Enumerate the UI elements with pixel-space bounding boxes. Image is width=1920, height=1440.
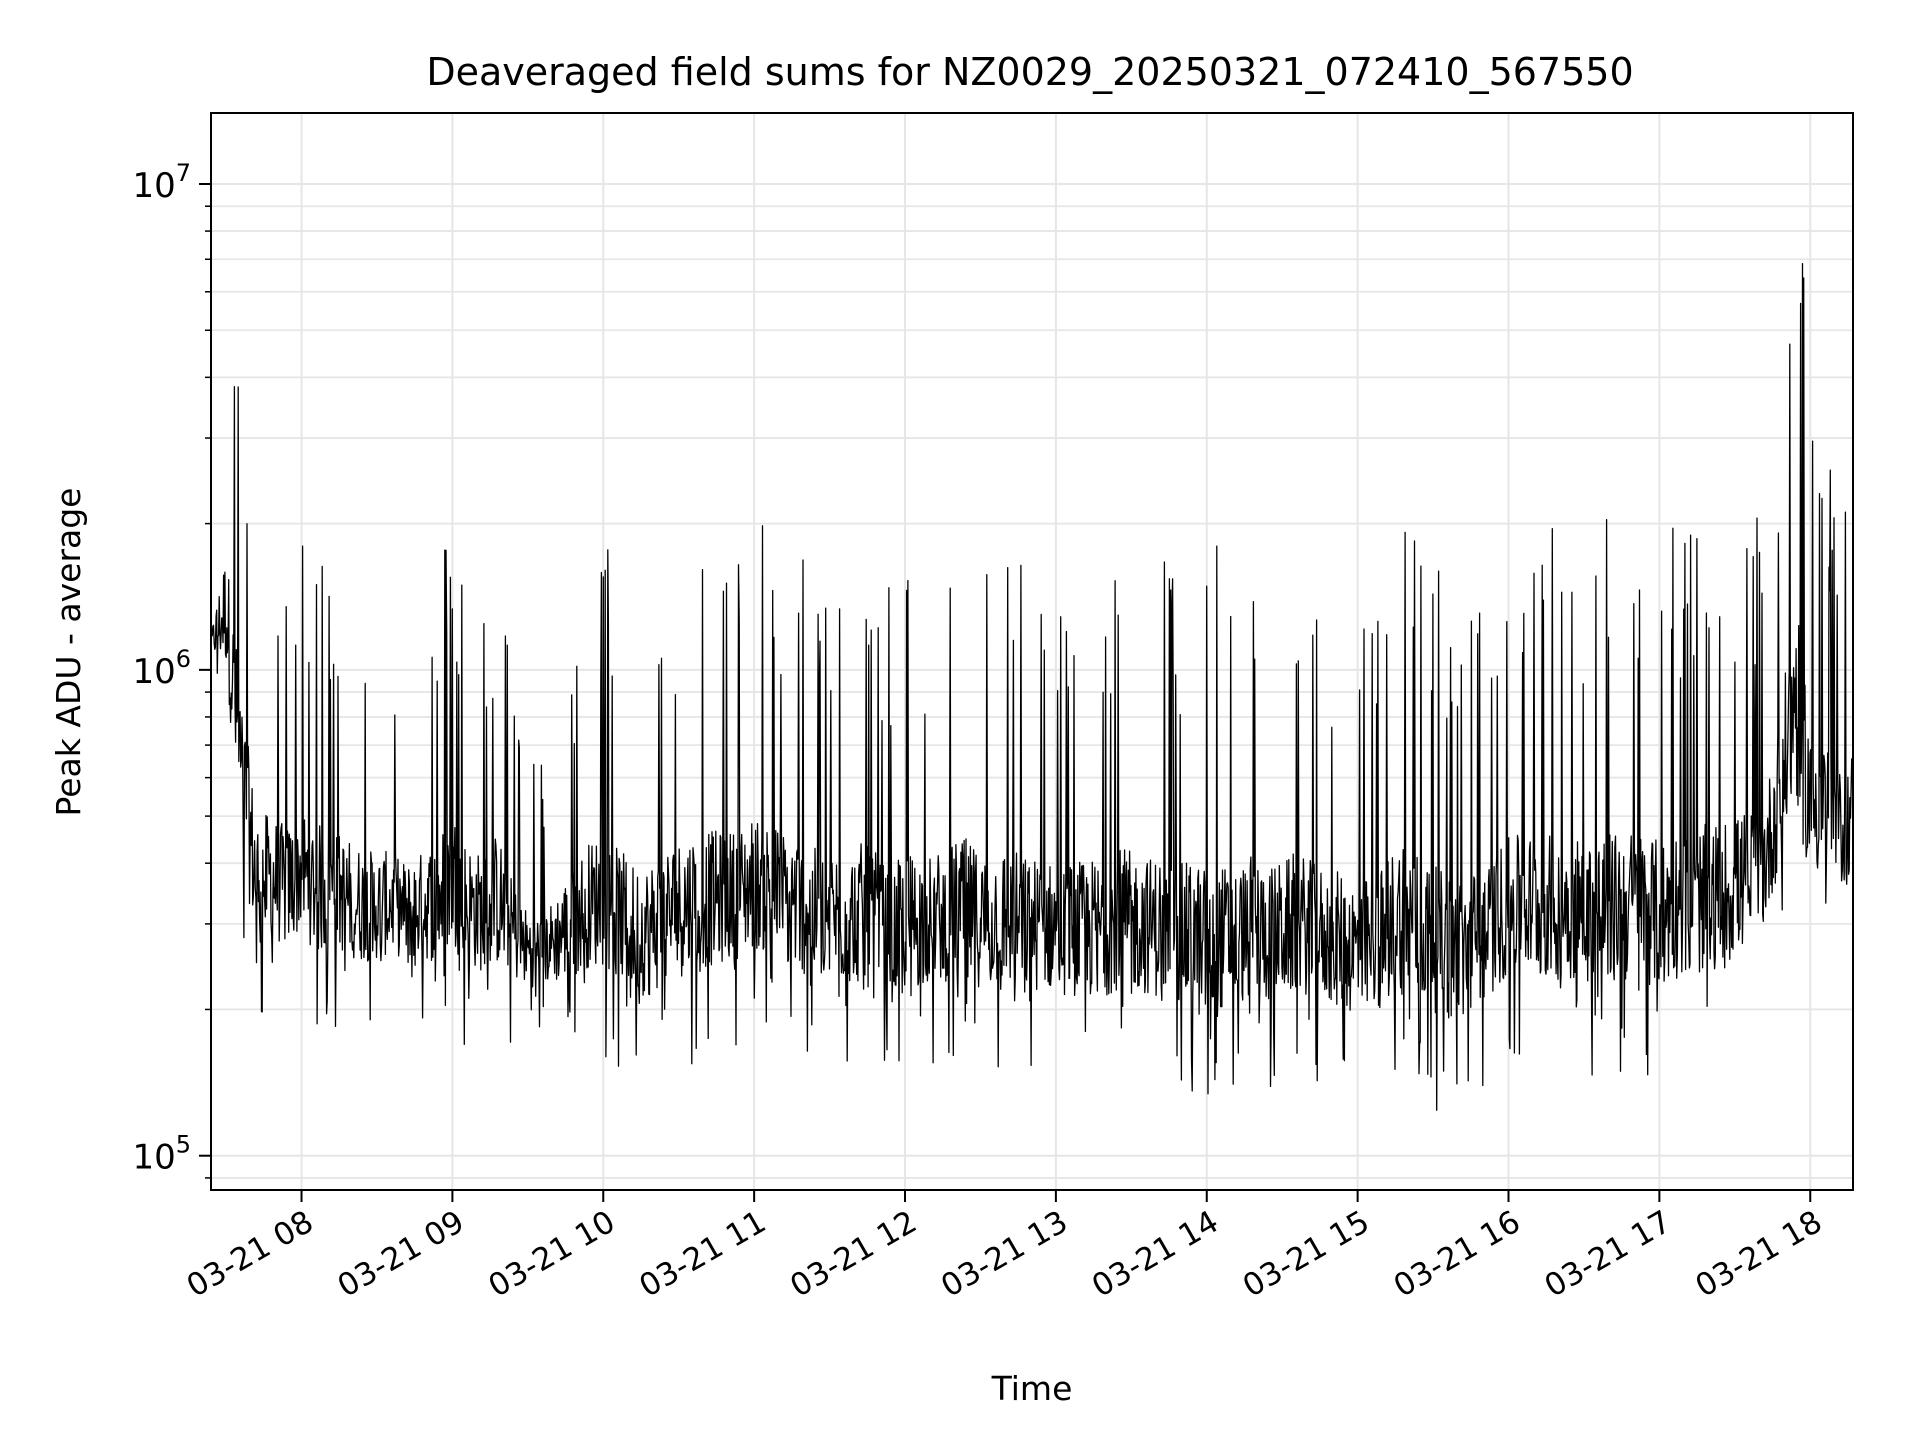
y-tick-label: 107 (132, 159, 191, 206)
series-line (210, 262, 1854, 1111)
plot-frame (210, 112, 1854, 1191)
y-axis-label: Peak ADU - average (49, 488, 88, 817)
chart-title: Deaveraged field sums for NZ0029_2025032… (426, 50, 1633, 94)
y-tick-label: 105 (132, 1131, 191, 1178)
y-tick-label: 106 (132, 645, 191, 692)
series-line-path (210, 262, 1854, 1111)
x-axis-label: Time (991, 1369, 1073, 1408)
y-axis: 105 106 107 (132, 159, 211, 1179)
